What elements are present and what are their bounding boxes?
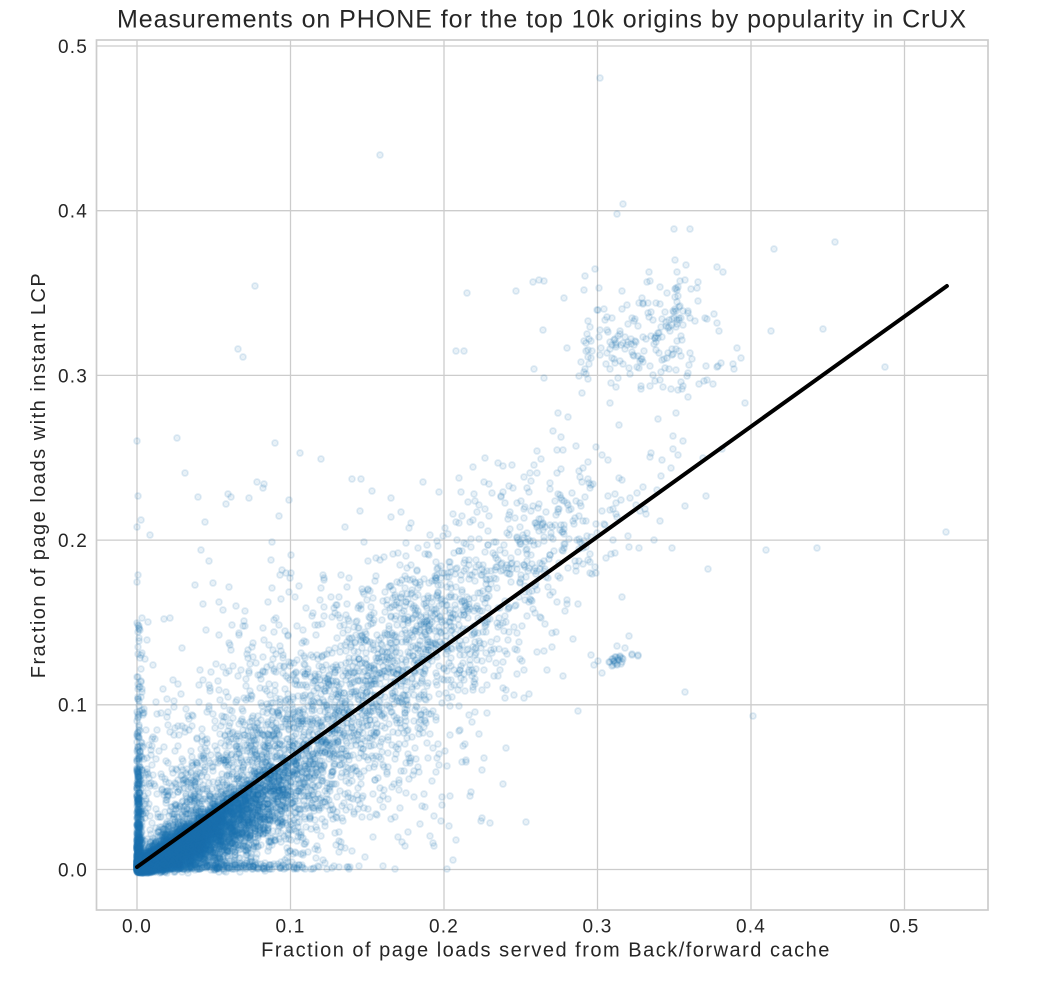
svg-text:0.5: 0.5 [889, 917, 919, 938]
svg-text:0.5: 0.5 [58, 37, 88, 58]
svg-text:0.1: 0.1 [58, 696, 88, 717]
svg-text:0.4: 0.4 [736, 917, 766, 938]
svg-text:0.4: 0.4 [58, 202, 88, 223]
svg-text:Measurements on PHONE for the: Measurements on PHONE for the top 10k or… [117, 6, 967, 34]
svg-text:Fraction of page loads served: Fraction of page loads served from Back/… [261, 940, 831, 962]
svg-text:Fraction of page loads with in: Fraction of page loads with instant LCP [28, 272, 50, 678]
svg-text:0.2: 0.2 [429, 917, 459, 938]
svg-text:0.3: 0.3 [582, 917, 612, 938]
svg-text:0.2: 0.2 [58, 531, 88, 552]
svg-text:0.3: 0.3 [58, 366, 88, 387]
svg-text:0.0: 0.0 [58, 860, 88, 881]
svg-text:0.0: 0.0 [122, 917, 152, 938]
svg-text:0.1: 0.1 [275, 917, 305, 938]
